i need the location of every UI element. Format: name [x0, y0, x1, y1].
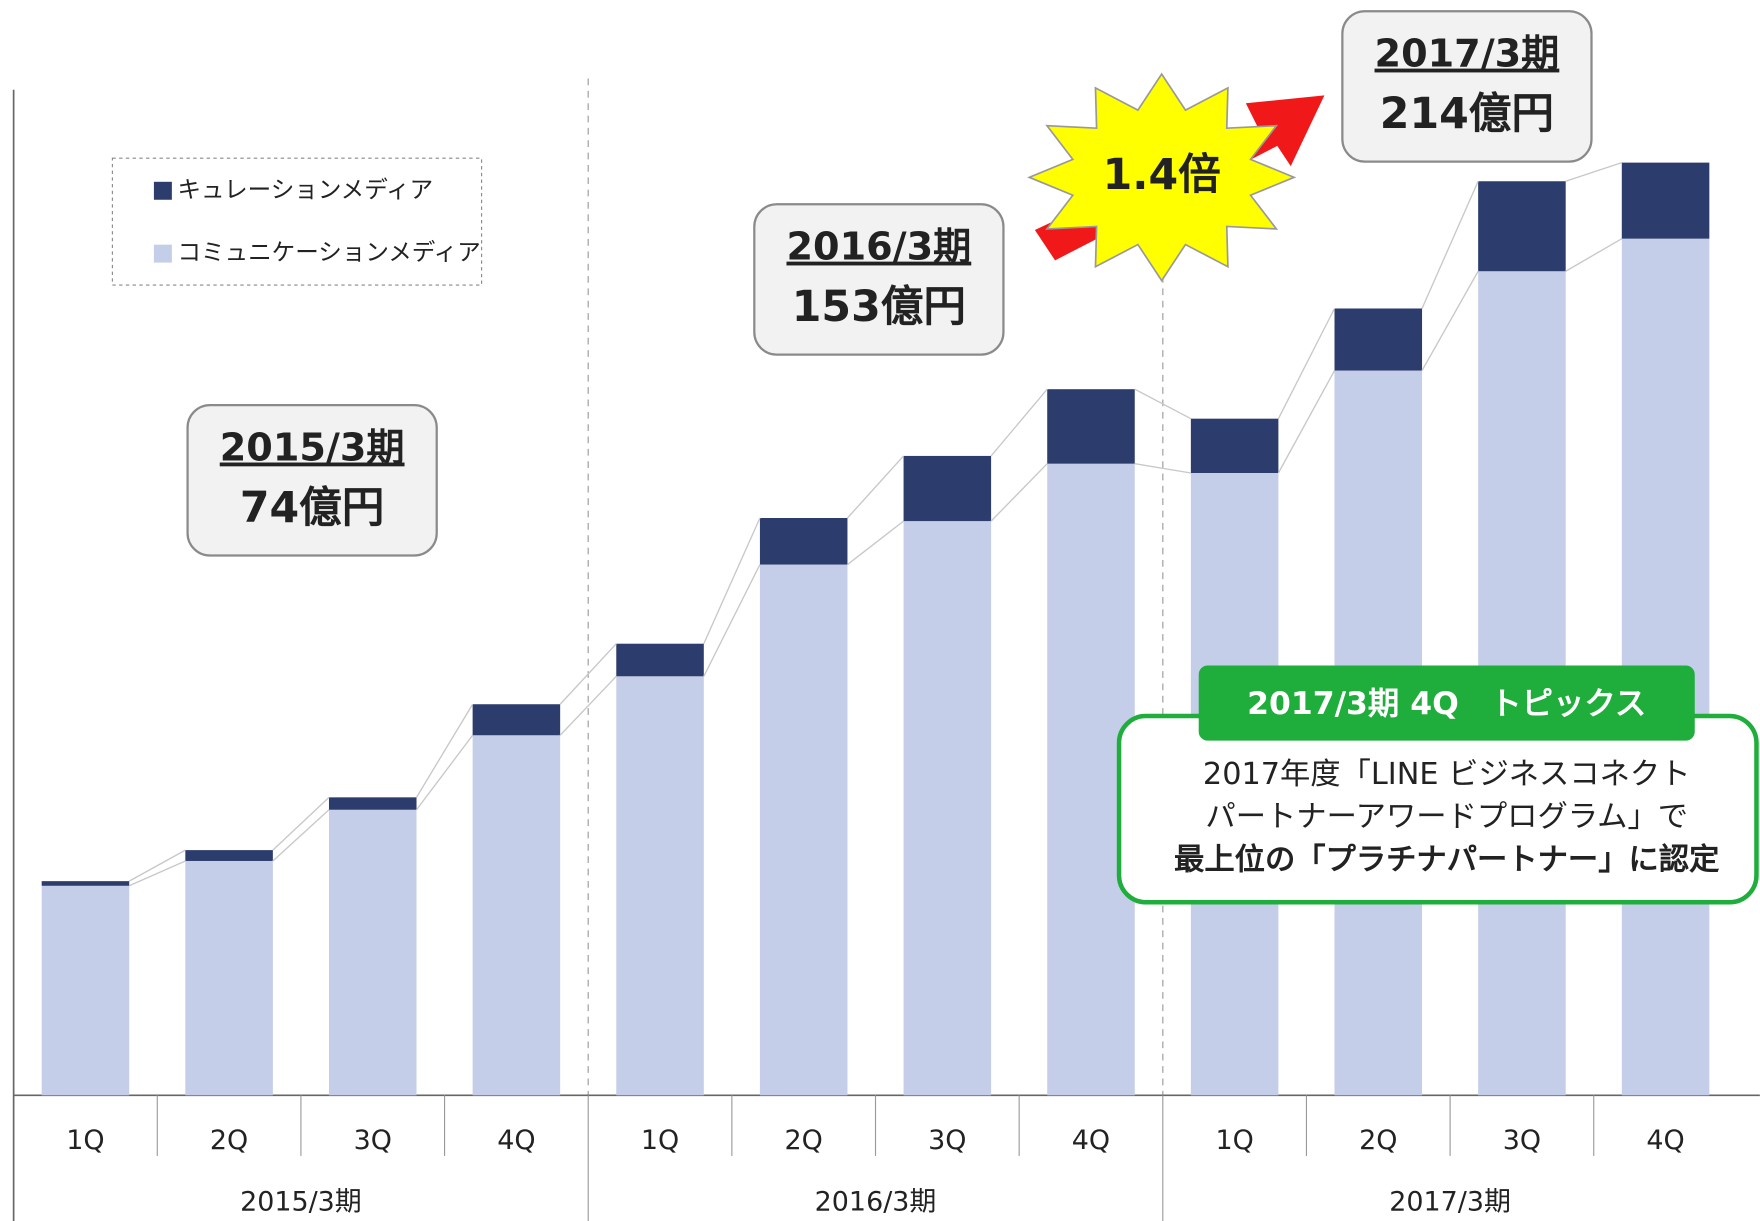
- bar-segment: [41, 885, 130, 1096]
- x-tick-label: 1Q: [641, 1125, 679, 1156]
- connector-line: [1421, 270, 1479, 371]
- group-label: 2016/3期: [815, 1187, 937, 1218]
- legend-label: キュレーションメディア: [177, 175, 433, 203]
- legend-box: [111, 157, 483, 286]
- badge-text: 1.4倍: [1103, 150, 1221, 200]
- callout-amount: 74億円: [240, 483, 385, 533]
- x-tick-label: 2Q: [210, 1125, 248, 1156]
- group-label: 2017/3期: [1389, 1187, 1511, 1218]
- connector-line: [1277, 308, 1336, 419]
- bar-segment: [472, 735, 561, 1096]
- bar-segment: [759, 518, 848, 565]
- legend-swatch: [153, 244, 172, 263]
- x-tick-label: 1Q: [1215, 1125, 1253, 1156]
- connector-line: [415, 703, 474, 798]
- connector-line: [128, 860, 186, 887]
- topics-line: 最上位の「プラチナパートナー」に認定: [1174, 841, 1719, 877]
- connector-line: [128, 849, 186, 882]
- bar-segment: [1478, 181, 1566, 272]
- topics-line: 2017年度「LINE ビジネスコネクト: [1203, 757, 1691, 792]
- connector-line: [847, 520, 904, 566]
- bar-segment: [903, 455, 992, 522]
- topics-title: 2017/3期 4Q トピックス: [1247, 686, 1646, 722]
- badge-star: [1027, 72, 1297, 283]
- callout-box: [1341, 10, 1593, 163]
- callout-period: 2015/3期: [220, 426, 405, 470]
- callout-period: 2016/3期: [786, 225, 971, 269]
- topics-header: [1198, 665, 1695, 741]
- connector-line: [1565, 238, 1623, 272]
- connector-line: [703, 564, 761, 677]
- bar-segment: [616, 676, 704, 1096]
- x-tick-label: 2Q: [785, 1125, 823, 1156]
- bar-segment: [328, 797, 417, 810]
- bar-segment: [903, 521, 992, 1096]
- bar-segment: [328, 809, 417, 1096]
- connector-line: [1277, 370, 1336, 474]
- x-tick-label: 3Q: [354, 1125, 392, 1156]
- x-tick-label: 2Q: [1359, 1125, 1397, 1156]
- bar-segment: [1621, 162, 1710, 239]
- connector-line: [990, 463, 1048, 522]
- connector-line: [846, 455, 905, 519]
- connector-line: [559, 643, 617, 705]
- topics-line: パートナーアワードプログラム」で: [1205, 800, 1688, 835]
- bar-segment: [1334, 308, 1423, 371]
- bar-segment: [472, 704, 561, 736]
- x-tick-label: 4Q: [1646, 1125, 1684, 1156]
- connector-line: [272, 796, 330, 851]
- bar-segment: [185, 860, 273, 1096]
- connector-line: [272, 809, 330, 862]
- callout-amount: 214億円: [1380, 89, 1554, 139]
- bar-segment: [759, 564, 848, 1096]
- bar-segment: [41, 881, 130, 886]
- connector-line: [415, 734, 474, 811]
- callout-box: [186, 404, 438, 557]
- bar-segment: [1190, 418, 1279, 473]
- x-tick-label: 3Q: [928, 1125, 966, 1156]
- x-tick-label: 3Q: [1503, 1125, 1541, 1156]
- connector-line: [990, 388, 1048, 457]
- legend-label: コミュニケーションメディア: [177, 238, 480, 266]
- bar-segment: [185, 850, 273, 861]
- connector-line: [1134, 388, 1192, 420]
- callout-box: [753, 203, 1005, 356]
- callout-amount: 153億円: [792, 282, 966, 332]
- x-tick-label: 4Q: [497, 1125, 535, 1156]
- connector-line: [559, 675, 617, 736]
- x-tick-label: 4Q: [1072, 1125, 1110, 1156]
- connector-line: [1134, 463, 1191, 474]
- callout-period: 2017/3期: [1375, 32, 1560, 76]
- connector-line: [1565, 161, 1623, 182]
- bar-segment: [616, 643, 704, 677]
- connector-line: [703, 517, 761, 644]
- x-tick-label: 1Q: [66, 1125, 104, 1156]
- group-label: 2015/3期: [240, 1187, 362, 1218]
- bar-segment: [1047, 389, 1135, 464]
- connector-line: [1421, 180, 1479, 309]
- legend-swatch: [153, 181, 172, 200]
